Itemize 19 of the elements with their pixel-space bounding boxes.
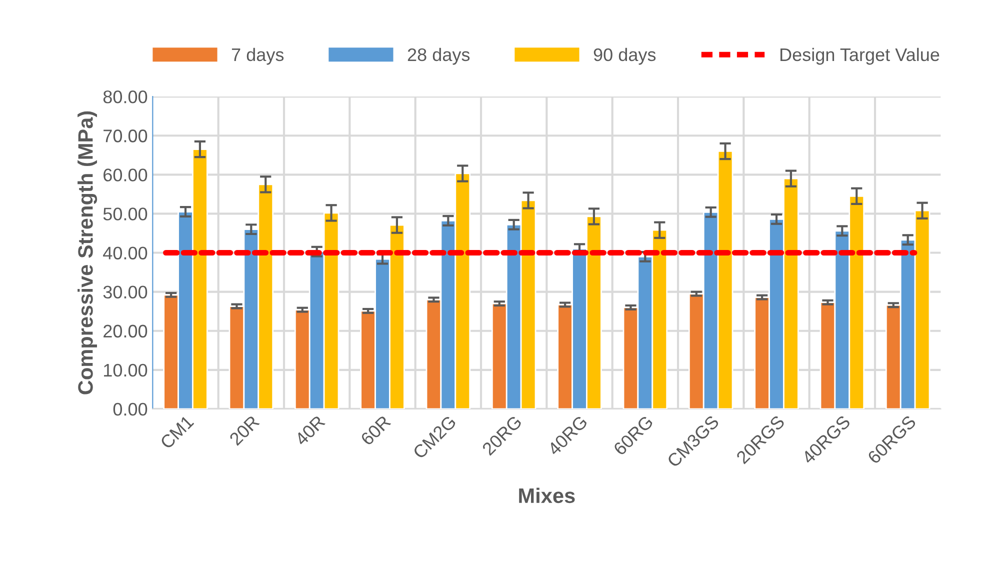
y-axis-title: Compressive Strength (MPa) xyxy=(78,111,98,394)
x-axis-title: Mixes xyxy=(519,488,575,504)
y-tick-label: 50.00 xyxy=(103,208,148,220)
y-tick-label: 80.00 xyxy=(103,90,148,104)
legend-label: 7 days xyxy=(232,48,284,65)
y-tick-label: 70.00 xyxy=(104,130,148,142)
y-tick-label: 10.00 xyxy=(104,364,148,377)
legend-label: Design Target Value xyxy=(780,48,940,65)
x-tick-label: CM1 xyxy=(160,414,194,450)
y-tick-label: 20.00 xyxy=(104,324,148,338)
legend-label: 28 days xyxy=(408,48,470,65)
legend-label: 90 days xyxy=(594,48,656,65)
x-tick-label: 40R xyxy=(294,414,326,446)
x-tick-label: 20R xyxy=(228,414,260,446)
y-tick-label: 60.00 xyxy=(104,168,148,182)
y-tick-label: 0.00 xyxy=(113,402,148,416)
y-tick-label: 40.00 xyxy=(103,246,148,260)
y-tick-label: 30.00 xyxy=(103,286,148,299)
x-tick-label: 60R xyxy=(360,414,392,446)
